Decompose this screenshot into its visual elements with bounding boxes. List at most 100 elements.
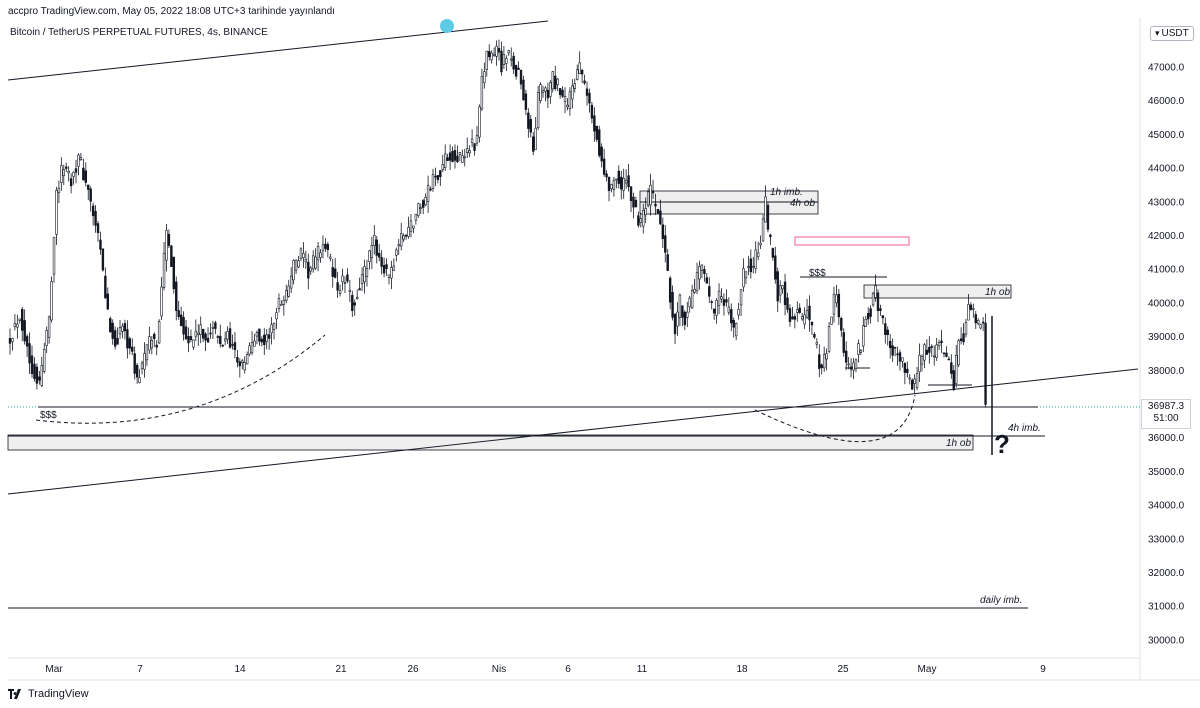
candle-body bbox=[715, 300, 718, 316]
candle-body bbox=[950, 362, 953, 374]
candle-body bbox=[311, 255, 315, 270]
candle-body bbox=[800, 316, 804, 320]
price-axis[interactable]: 30000.0 31000.0 32000.0 33000.0 34000.0 35000… bbox=[8, 18, 1200, 681]
candle-body bbox=[977, 319, 980, 325]
candle-body bbox=[402, 235, 405, 240]
tradingview-footer[interactable]: TradingView bbox=[8, 688, 89, 700]
candle-body bbox=[444, 153, 447, 168]
candle-body bbox=[336, 282, 339, 291]
candle-body bbox=[532, 136, 535, 152]
candle-body bbox=[409, 220, 413, 232]
candle-body bbox=[72, 171, 75, 177]
candle-body bbox=[742, 268, 745, 288]
candle-body bbox=[566, 104, 569, 108]
candle-body bbox=[972, 308, 975, 310]
candle-body bbox=[781, 285, 784, 290]
candle-body bbox=[901, 357, 904, 362]
candle-body bbox=[615, 178, 618, 181]
candle-body bbox=[969, 304, 973, 310]
candle-body bbox=[57, 187, 61, 193]
last-price-tag: 36987.3 51:00 bbox=[1141, 399, 1191, 429]
candle-body bbox=[827, 326, 831, 352]
candle-body bbox=[204, 333, 207, 341]
candle-body bbox=[536, 92, 540, 128]
h1-ob-bottom-box bbox=[7, 434, 974, 451]
candle-body bbox=[866, 313, 870, 320]
candle-body bbox=[470, 138, 474, 143]
candle-body bbox=[28, 343, 31, 364]
candle-body bbox=[69, 178, 73, 187]
candle-body bbox=[145, 344, 149, 361]
candle-body bbox=[289, 275, 293, 289]
candle-body bbox=[747, 266, 750, 268]
label-h1-ob-bottom: 1h ob bbox=[946, 438, 971, 449]
candle-body bbox=[869, 308, 872, 317]
label-h1-imb-top: 1h imb. bbox=[770, 187, 803, 198]
candle-body bbox=[815, 342, 819, 345]
time-tick-label: Nis bbox=[492, 664, 506, 675]
candle-body bbox=[551, 71, 554, 90]
candle-body bbox=[155, 344, 158, 348]
price-tick-label: 42000.0 bbox=[1148, 231, 1185, 242]
candle-body bbox=[920, 355, 924, 365]
candle-body bbox=[539, 84, 542, 101]
candle-body bbox=[671, 291, 674, 318]
candle-body bbox=[451, 151, 454, 163]
candle-body bbox=[668, 277, 672, 303]
candle-body bbox=[280, 304, 283, 306]
symbol-title[interactable]: Bitcoin / TetherUS PERPETUAL FUTURES, 4s… bbox=[10, 27, 268, 38]
candle-body bbox=[656, 209, 660, 214]
candle-body bbox=[426, 185, 430, 202]
candle-body bbox=[962, 333, 965, 343]
candle-body bbox=[778, 285, 782, 296]
candle-body bbox=[307, 261, 310, 279]
time-tick-label: 9 bbox=[1040, 664, 1046, 675]
candle-body bbox=[463, 156, 466, 159]
candle-body bbox=[693, 288, 696, 293]
candle-body bbox=[952, 370, 955, 391]
candle-body bbox=[387, 274, 391, 278]
candle-body bbox=[544, 87, 547, 92]
currency-selector[interactable]: ▾ USDT bbox=[1150, 26, 1194, 41]
time-tick-label: 18 bbox=[736, 664, 748, 675]
candle-body bbox=[903, 362, 907, 373]
candle-body bbox=[642, 210, 645, 227]
candle-body bbox=[896, 353, 899, 356]
time-axis[interactable]: Mar 7 14 21 26 Nis 6 11 18 25 May 9 bbox=[45, 664, 1046, 675]
label-sss-left: $$$ bbox=[40, 410, 57, 421]
candle-body bbox=[128, 338, 132, 349]
candle-body bbox=[578, 62, 581, 74]
candle-body bbox=[343, 282, 347, 285]
candle-body bbox=[659, 210, 662, 225]
candle-body bbox=[710, 301, 713, 303]
candle-body bbox=[74, 168, 78, 173]
time-tick-label: Mar bbox=[45, 664, 63, 675]
candle-body bbox=[192, 339, 195, 348]
candle-body bbox=[228, 328, 232, 348]
candle-body bbox=[101, 248, 105, 271]
price-tick-label: 40000.0 bbox=[1148, 298, 1185, 309]
candle-body bbox=[957, 340, 960, 366]
candle-body bbox=[857, 343, 860, 355]
candle-body bbox=[818, 354, 821, 369]
candle-body bbox=[874, 285, 877, 298]
candle-body bbox=[309, 267, 312, 272]
candle-body bbox=[363, 266, 366, 283]
candle-body bbox=[488, 51, 491, 58]
tradingview-logo-icon bbox=[8, 689, 21, 699]
candle-body bbox=[522, 79, 525, 101]
candle-body bbox=[810, 321, 814, 326]
candle-body bbox=[629, 186, 633, 202]
candle-body bbox=[752, 265, 755, 268]
candle-body bbox=[510, 58, 513, 61]
candle-body bbox=[89, 188, 92, 202]
candle-body bbox=[113, 330, 117, 347]
upper-trendline bbox=[7, 20, 549, 81]
candle-body bbox=[984, 322, 987, 405]
candle-body bbox=[414, 213, 418, 221]
candle-body bbox=[737, 309, 740, 316]
candle-body bbox=[918, 354, 921, 373]
candle-body bbox=[727, 306, 731, 313]
candle-body bbox=[798, 307, 801, 313]
